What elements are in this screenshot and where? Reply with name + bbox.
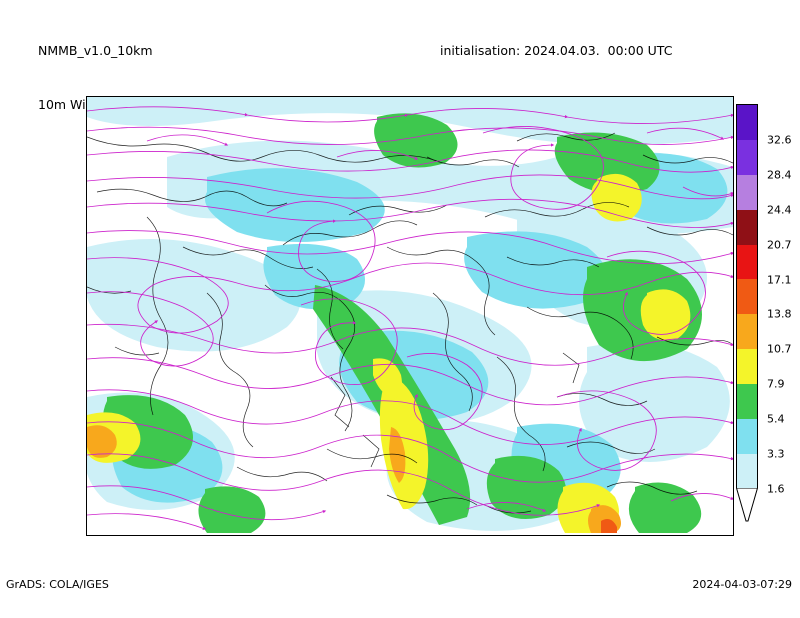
initialisation-time: initialisation: 2024.04.03. 00:00 UTC [440, 43, 673, 58]
colorbar-segment-11 [737, 105, 757, 140]
colorbar-label-17.1: 17.1 [767, 273, 792, 286]
colorbar-segment-9 [737, 174, 757, 210]
colorbar: 32.6 28.4 24.4 20.7 17.1 13.8 10.7 7.9 5… [736, 104, 792, 495]
colorbar-segment-1 [737, 453, 757, 489]
colorbar-segment-2 [737, 419, 757, 454]
wind-field-map [87, 97, 733, 535]
colorbar-label-5.4: 5.4 [767, 412, 785, 426]
colorbar-label-28.4: 28.4 [767, 168, 792, 182]
colorbar-label-3.3: 3.3 [767, 447, 785, 461]
colorbar-label-32.6: 32.6 [767, 133, 792, 147]
colorbar-segment-6 [737, 279, 757, 315]
colorbar-segment-5 [737, 314, 757, 350]
colorbar-label-20.7: 20.7 [767, 238, 792, 252]
colorbar-tail [736, 488, 758, 522]
colorbar-label-13.8: 13.8 [767, 307, 792, 321]
colorbar-label-24.4: 24.4 [767, 203, 792, 217]
model-name: NMMB_v1.0_10km [38, 43, 153, 58]
colorbar-segment-7 [737, 244, 757, 280]
colorbar-label-10.7: 10.7 [767, 342, 792, 356]
colorbar-segment-3 [737, 384, 757, 420]
render-timestamp: 2024-04-03-07:29 [692, 578, 792, 591]
grads-credit: GrADS: COLA/IGES [6, 578, 109, 591]
colorbar-segment-10 [737, 139, 757, 175]
colorbar-label-7.9: 7.9 [767, 377, 785, 391]
colorbar-segment-4 [737, 349, 757, 385]
map-plot-area: 49N 48N 47N 46N 45N 44N 43N 42N 41N 40N … [86, 96, 734, 536]
colorbar-label-1.6: 1.6 [767, 482, 785, 496]
colorbar-segment-8 [737, 209, 757, 245]
